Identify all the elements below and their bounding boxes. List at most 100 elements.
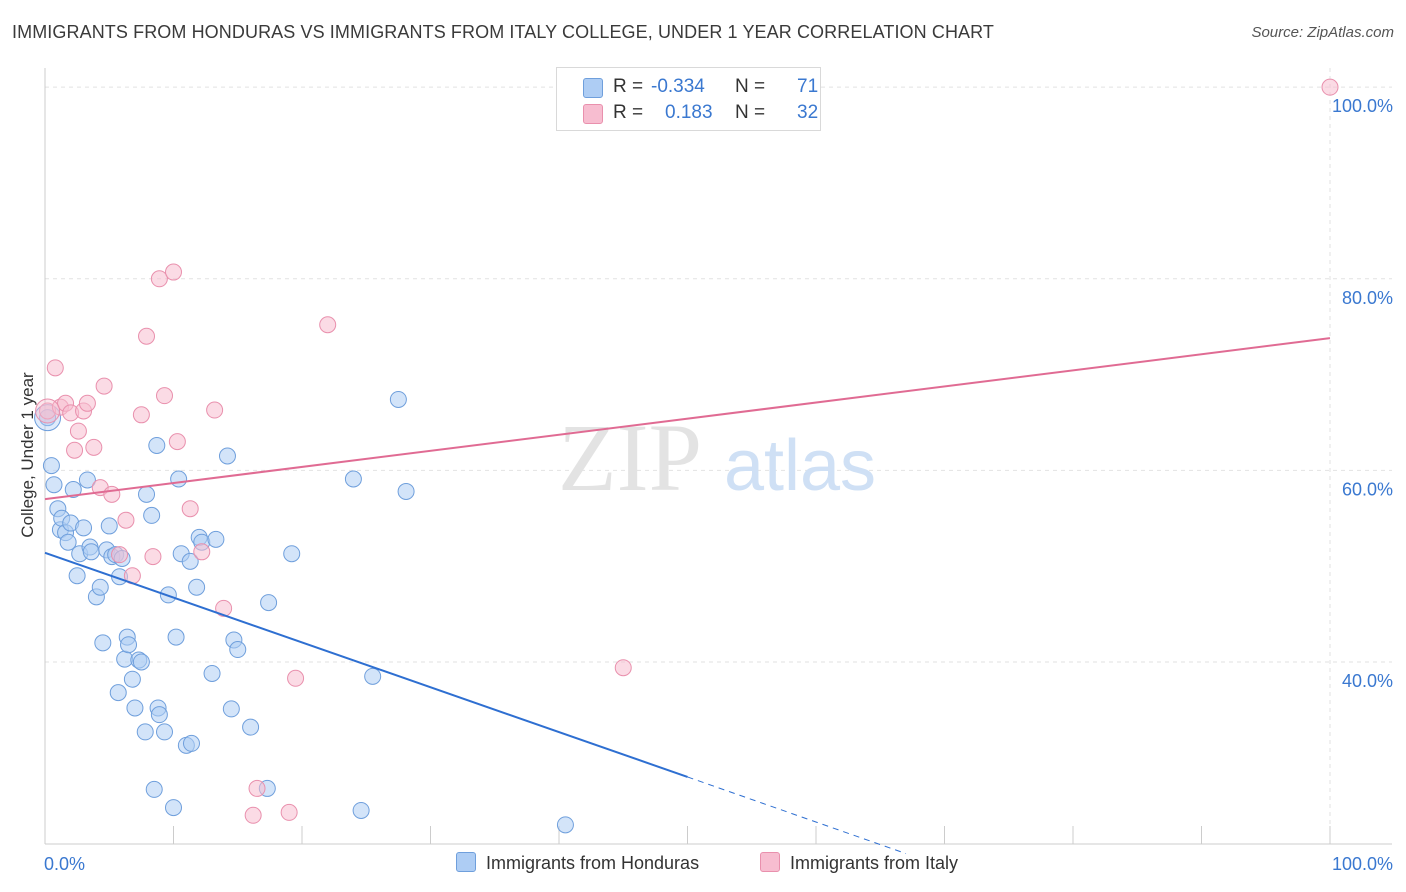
italy-point xyxy=(165,263,182,281)
honduras-point xyxy=(123,670,141,688)
honduras-swatch xyxy=(583,78,603,98)
italy-legend-swatch xyxy=(760,852,780,872)
axes xyxy=(44,68,1392,845)
honduras-point xyxy=(156,723,174,741)
honduras-point xyxy=(138,485,156,503)
italy-point xyxy=(117,511,135,529)
honduras-point xyxy=(82,543,100,561)
italy-point xyxy=(168,433,186,451)
honduras-point xyxy=(120,636,138,654)
italy-swatch xyxy=(583,104,603,124)
honduras-point xyxy=(167,628,185,646)
honduras-trend-line xyxy=(44,551,688,778)
honduras-point xyxy=(45,476,63,494)
honduras-point xyxy=(126,699,144,717)
watermark-atlas: atlas xyxy=(724,426,876,506)
y-tick-label: 80.0% xyxy=(1342,288,1393,308)
italy-point xyxy=(248,779,266,797)
italy-point xyxy=(319,316,337,334)
honduras-point xyxy=(75,519,93,537)
tick-labels: 40.0% 60.0% 80.0% 100.0% 0.0% 100.0% xyxy=(44,96,1393,874)
italy-point xyxy=(156,387,174,405)
italy-point xyxy=(69,422,87,440)
n-value: 71 xyxy=(797,76,819,97)
honduras-point xyxy=(148,436,166,454)
italy-point xyxy=(215,599,233,617)
honduras-legend-swatch xyxy=(456,852,476,872)
italy-point xyxy=(150,270,168,288)
honduras-point xyxy=(218,447,236,465)
n-label: N = xyxy=(735,102,766,123)
chart-title: IMMIGRANTS FROM HONDURAS VS IMMIGRANTS F… xyxy=(12,22,995,42)
bottom-legend-italy: Immigrants from Italy xyxy=(760,852,958,874)
honduras-point xyxy=(94,634,112,652)
r-label: R = xyxy=(613,76,644,97)
honduras-legend-label: Immigrants from Honduras xyxy=(486,853,700,873)
y-axis-label: College, Under 1 year xyxy=(18,372,37,538)
italy-point xyxy=(132,406,150,424)
honduras-point xyxy=(181,552,199,570)
italy-legend-label: Immigrants from Italy xyxy=(790,853,959,873)
honduras-point xyxy=(132,653,150,671)
y-tick-label: 100.0% xyxy=(1332,96,1393,116)
italy-point xyxy=(287,669,305,687)
honduras-point xyxy=(143,506,161,524)
italy-point xyxy=(181,500,199,518)
italy-point xyxy=(244,806,262,824)
honduras-point xyxy=(91,578,109,596)
r-value: -0.334 xyxy=(651,76,705,97)
y-tick-label: 60.0% xyxy=(1342,479,1393,499)
italy-point xyxy=(144,548,162,566)
italy-point xyxy=(78,394,96,412)
trend-lines xyxy=(44,337,1331,855)
honduras-point xyxy=(145,780,163,798)
n-label: N = xyxy=(735,76,766,97)
honduras-points xyxy=(34,390,574,834)
honduras-point xyxy=(150,706,168,724)
italy-point xyxy=(614,659,632,677)
italy-point xyxy=(138,327,156,345)
honduras-point xyxy=(182,734,200,752)
honduras-trend-extension xyxy=(687,776,907,855)
italy-point xyxy=(280,803,298,821)
r-label: R = xyxy=(613,102,644,123)
honduras-point xyxy=(344,470,362,488)
x-tick-label: 100.0% xyxy=(1332,854,1393,874)
honduras-point xyxy=(64,481,82,499)
correlation-legend: R = -0.334 N = 71 R = 0.183 N = 32 xyxy=(556,67,821,131)
honduras-point xyxy=(100,517,118,535)
honduras-point xyxy=(170,470,188,488)
bottom-legend-honduras: Immigrants from Honduras xyxy=(456,852,699,874)
honduras-point xyxy=(165,799,182,817)
italy-trend-line xyxy=(44,337,1331,501)
italy-point xyxy=(103,485,121,503)
y-tick-label: 40.0% xyxy=(1342,671,1393,691)
r-value: 0.183 xyxy=(665,102,713,123)
honduras-point xyxy=(352,801,370,819)
honduras-point xyxy=(188,578,206,596)
honduras-point xyxy=(78,471,96,489)
x-tick-label: 0.0% xyxy=(44,854,85,874)
honduras-point xyxy=(207,530,225,548)
honduras-point xyxy=(242,718,260,736)
italy-point xyxy=(111,546,129,564)
italy-point xyxy=(35,398,61,424)
italy-point xyxy=(66,441,84,459)
italy-point xyxy=(46,359,64,377)
italy-point xyxy=(193,543,211,561)
n-value: 32 xyxy=(797,102,819,123)
watermark-zip: ZIP xyxy=(558,404,702,511)
honduras-point xyxy=(283,545,301,563)
honduras-point xyxy=(59,533,77,551)
italy-point xyxy=(1321,78,1339,96)
italy-point xyxy=(85,438,103,456)
honduras-point xyxy=(389,390,407,408)
honduras-point xyxy=(42,457,60,475)
italy-point xyxy=(95,377,113,395)
honduras-point xyxy=(397,482,415,500)
italy-point xyxy=(206,401,224,419)
honduras-point xyxy=(364,667,382,685)
honduras-point xyxy=(68,567,86,585)
honduras-point xyxy=(136,723,154,741)
